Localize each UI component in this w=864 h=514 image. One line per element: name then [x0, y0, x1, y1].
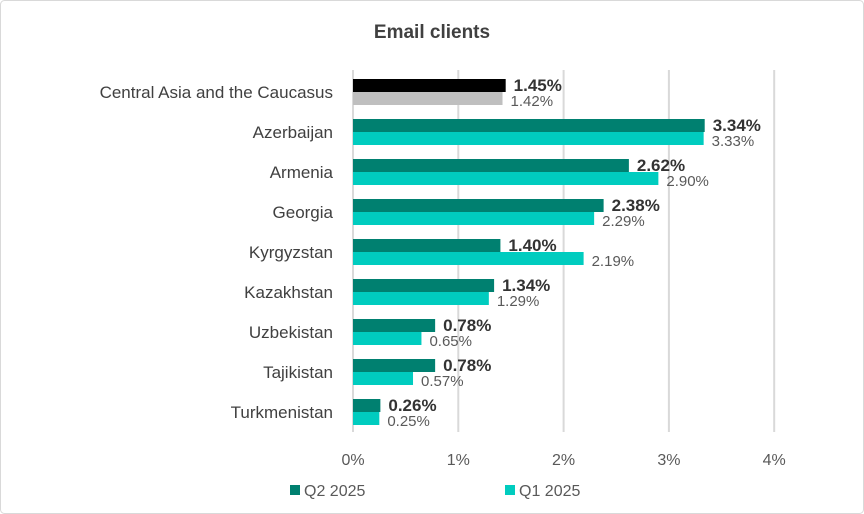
data-label: 1.40% [508, 236, 556, 255]
legend-label: Q1 2025 [519, 483, 580, 500]
bar-q1 [353, 132, 704, 145]
chart-title: Email clients [374, 22, 490, 43]
bar-q1 [353, 332, 422, 345]
x-tick-label: 0% [341, 452, 364, 469]
bar-q1 [353, 212, 595, 225]
data-label: 0.26% [388, 396, 436, 415]
data-label: 1.34% [502, 276, 550, 295]
data-label: 0.65% [429, 333, 472, 350]
legend-swatch [290, 485, 300, 495]
bar-q1 [353, 92, 503, 105]
data-label: 0.78% [443, 356, 491, 375]
data-label: 2.90% [666, 173, 709, 190]
category-label: Azerbaijan [253, 123, 333, 142]
data-label: 0.25% [387, 413, 430, 430]
category-label: Tajikistan [263, 363, 333, 382]
bar-q1 [353, 372, 414, 385]
legend-label: Q2 2025 [304, 483, 365, 500]
data-label: 2.38% [612, 196, 660, 215]
bar-q2 [353, 119, 705, 132]
x-tick-label: 3% [657, 452, 680, 469]
category-label: Georgia [273, 203, 334, 222]
x-tick-label: 1% [447, 452, 470, 469]
bar-q1 [353, 252, 584, 265]
bar-q1 [353, 412, 380, 425]
data-label: 1.45% [514, 76, 562, 95]
x-tick-label: 2% [552, 452, 575, 469]
bar-q2 [353, 199, 604, 212]
category-label: Uzbekistan [249, 323, 333, 342]
x-tick-label: 4% [763, 452, 786, 469]
data-label: 2.19% [592, 253, 635, 270]
data-label: 3.34% [713, 116, 761, 135]
data-label: 2.29% [602, 213, 645, 230]
category-label: Turkmenistan [231, 403, 333, 422]
legend-swatch [505, 485, 515, 495]
bar-q2 [353, 79, 506, 92]
category-label: Kazakhstan [244, 283, 333, 302]
bar-q2 [353, 359, 436, 372]
data-label: 1.42% [511, 93, 554, 110]
bar-q2 [353, 399, 381, 412]
bar-q2 [353, 239, 501, 252]
data-label: 1.29% [497, 293, 540, 310]
data-label: 0.78% [443, 316, 491, 335]
bar-q1 [353, 292, 489, 305]
data-label: 2.62% [637, 156, 685, 175]
bar-q2 [353, 319, 436, 332]
data-label: 3.33% [712, 133, 755, 150]
bar-q1 [353, 172, 659, 185]
category-label: Armenia [270, 163, 334, 182]
bar-q2 [353, 279, 495, 292]
category-label: Central Asia and the Caucasus [100, 83, 333, 102]
data-label: 0.57% [421, 373, 464, 390]
bar-q2 [353, 159, 629, 172]
category-label: Kyrgyzstan [249, 243, 333, 262]
